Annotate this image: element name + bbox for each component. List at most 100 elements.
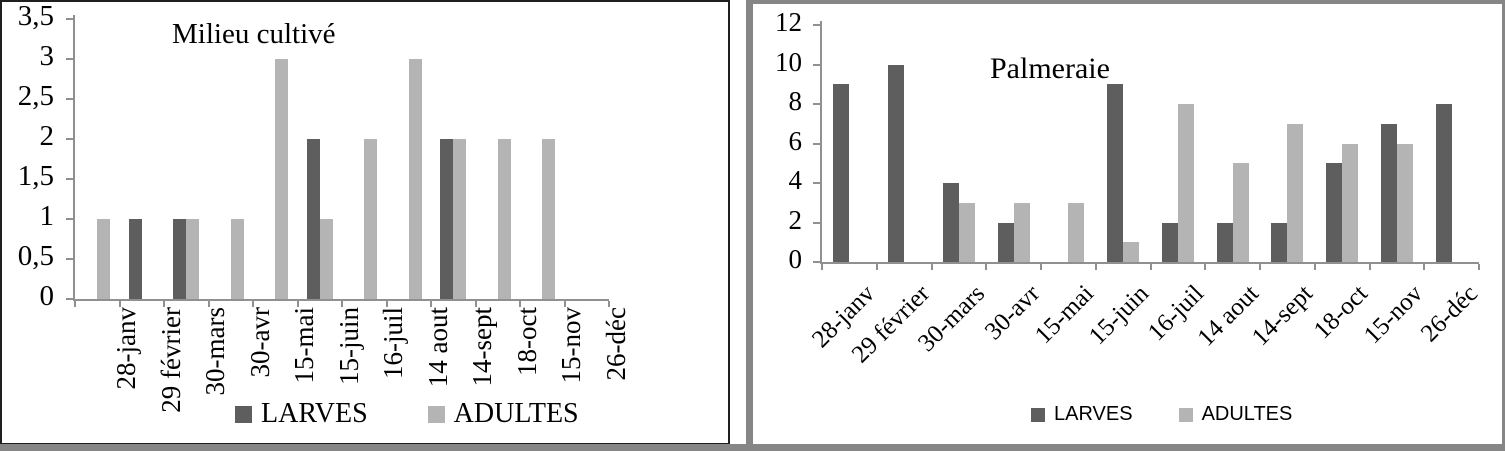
- bar-adultes-15-nov: [542, 139, 556, 299]
- bar-adultes-15-mai: [275, 59, 289, 299]
- y-tick-label: 2: [788, 204, 803, 235]
- x-tick: [74, 301, 76, 307]
- bar-larves-26-déc: [1435, 104, 1452, 262]
- y-tick-label: 12: [775, 7, 802, 38]
- bar-larves-14-aout: [1216, 222, 1233, 262]
- y-axis-line: [73, 15, 75, 301]
- x-axis-label-30-mars: 30-mars: [200, 307, 231, 396]
- x-tick: [1478, 264, 1480, 270]
- bar-larves-28-janv: [833, 84, 850, 262]
- bar-larves-18-oct: [1326, 163, 1343, 262]
- y-axis-line: [820, 21, 822, 264]
- x-tick: [821, 264, 823, 270]
- legend-label-adultes: ADULTES: [453, 398, 579, 429]
- x-tick: [430, 301, 432, 307]
- x-tick: [875, 264, 878, 270]
- y-tick-label: 0,5: [17, 240, 54, 273]
- bar-larves-15-juin: [1107, 84, 1124, 262]
- bar-larves-14-sept: [1271, 222, 1288, 262]
- bar-adultes-30-avr: [1013, 202, 1030, 262]
- x-tick: [1368, 264, 1371, 270]
- y-tick: [813, 221, 820, 224]
- y-tick-label: 8: [788, 86, 803, 117]
- bar-larves-29-février: [128, 219, 142, 299]
- bar-adultes-28-janv: [97, 219, 111, 299]
- x-tick: [385, 301, 388, 307]
- bar-adultes-15-juin: [1123, 242, 1140, 262]
- legend-item-adultes: ADULTES: [427, 398, 579, 430]
- bar-adultes-15-nov: [1396, 143, 1413, 262]
- bar-adultes-18-oct: [1342, 143, 1359, 262]
- x-tick: [985, 264, 988, 270]
- legend-label-larves: LARVES: [261, 398, 368, 429]
- x-tick: [296, 301, 299, 307]
- y-tick: [66, 138, 73, 140]
- legend-swatch-adultes: [1178, 407, 1193, 422]
- x-axis-label-18-oct: 18-oct: [511, 307, 542, 376]
- y-tick: [813, 142, 820, 145]
- bar-larves-30-mars: [173, 219, 187, 299]
- y-tick: [66, 258, 73, 260]
- bar-adultes-30-mars: [958, 202, 975, 262]
- x-axis-label-15-mai: 15-mai: [289, 307, 320, 384]
- bar-adultes-18-oct: [497, 139, 511, 299]
- y-tick-label: 6: [788, 125, 803, 156]
- bar-adultes-14-aout: [408, 59, 422, 299]
- x-tick: [930, 264, 933, 270]
- x-tick: [1423, 264, 1426, 270]
- chart-panel-milieu-cultive: Milieu cultivé LARVES ADULTES 0 0,5 1 1,5 2 2…: [0, 0, 730, 445]
- legend-swatch-adultes: [427, 405, 445, 423]
- x-tick: [341, 301, 343, 307]
- y-tick: [813, 63, 820, 66]
- legend-label-larves: LARVES: [1054, 403, 1133, 425]
- bar-adultes-14-sept: [453, 139, 467, 299]
- bar-adultes-14-aout: [1232, 163, 1249, 262]
- legend-item-adultes: ADULTES: [1178, 403, 1293, 426]
- bar-adultes-15-juin: [319, 219, 333, 299]
- x-axis-label-30-avr: 30-avr: [244, 307, 275, 378]
- chart-title-milieu-cultive: Milieu cultivé: [172, 18, 336, 50]
- legend-swatch-larves: [1031, 407, 1045, 422]
- x-tick: [563, 301, 566, 307]
- legend-label-adultes: ADULTES: [1201, 403, 1293, 425]
- x-axis-label-29-février: 29 février: [155, 307, 186, 413]
- y-tick: [66, 98, 73, 100]
- bar-adultes-30-mars: [186, 219, 200, 299]
- x-axis-label-26-déc: 26-déc: [600, 307, 631, 381]
- y-tick-label: 0: [788, 244, 803, 275]
- x-axis-label-14-aout: 14 aout: [422, 307, 453, 388]
- legend-palmeraie: LARVES ADULTES: [1031, 403, 1292, 426]
- bar-larves-30-mars: [942, 183, 959, 262]
- legend-swatch-larves: [235, 405, 252, 423]
- y-tick-label: 2: [39, 120, 55, 153]
- x-axis-line: [820, 262, 1479, 264]
- legend-item-larves: LARVES: [235, 398, 368, 430]
- y-tick-label: 1: [39, 200, 55, 233]
- x-tick: [1149, 264, 1152, 270]
- x-axis-line: [73, 299, 609, 301]
- y-tick: [813, 261, 820, 263]
- y-tick-label: 3: [39, 40, 55, 73]
- x-tick: [1040, 264, 1042, 270]
- y-tick-label: 0: [39, 280, 55, 313]
- bar-larves-29-février: [888, 64, 905, 262]
- chart-panel-palmeraie: Palmeraie LARVES ADULTES 0 2 4 6 8 10 12 28-jan…: [746, 0, 1505, 451]
- bar-larves-15-juin: [306, 139, 320, 299]
- y-tick: [813, 103, 820, 105]
- x-tick: [207, 301, 210, 307]
- y-tick: [66, 178, 73, 180]
- bar-adultes-30-avr: [230, 219, 244, 299]
- x-axis-label-16-juil: 16-juil: [378, 307, 409, 379]
- y-tick: [66, 58, 73, 60]
- x-tick: [608, 301, 610, 307]
- x-tick: [252, 301, 254, 307]
- y-tick-label: 3,5: [17, 0, 54, 33]
- bar-larves-30-avr: [997, 222, 1014, 262]
- x-tick: [519, 301, 521, 307]
- bar-larves-14-sept: [440, 139, 454, 299]
- x-axis-label-14-sept: 14-sept: [467, 307, 498, 387]
- legend-milieu-cultive: LARVES ADULTES: [235, 398, 579, 430]
- x-tick: [1259, 264, 1261, 270]
- x-tick: [118, 301, 121, 307]
